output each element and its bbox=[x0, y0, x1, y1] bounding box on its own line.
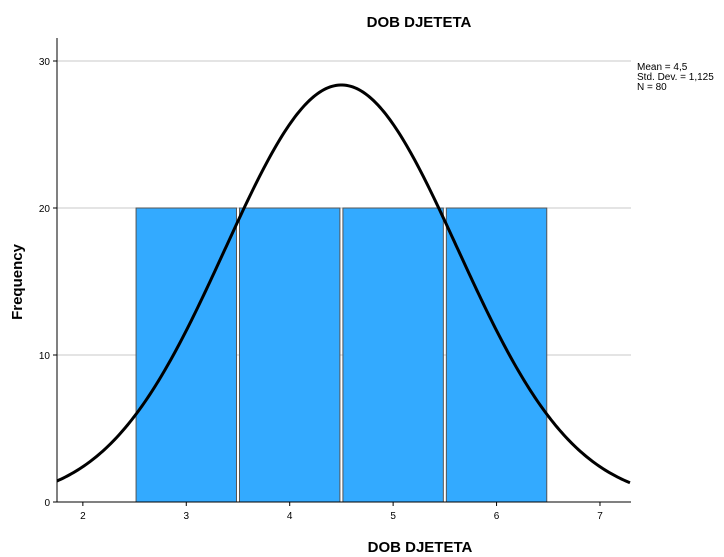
stats-line-0: Mean = 4,5 bbox=[637, 62, 688, 73]
x-tick-label-4: 6 bbox=[494, 511, 500, 522]
x-tick-label-0: 2 bbox=[80, 511, 86, 522]
x-tick-label-1: 3 bbox=[183, 511, 189, 522]
y-tick-label-1: 10 bbox=[39, 351, 51, 362]
bar-5 bbox=[342, 207, 444, 503]
bar-6 bbox=[445, 207, 548, 503]
y-axis-ticks: 0 10 20 30 bbox=[39, 57, 57, 509]
bars bbox=[135, 207, 548, 503]
x-axis-ticks: 2 3 4 5 6 7 bbox=[80, 502, 603, 522]
bar-3 bbox=[135, 207, 237, 503]
bar-4 bbox=[238, 207, 341, 503]
x-tick-label-2: 4 bbox=[287, 511, 293, 522]
axes bbox=[56, 38, 631, 503]
x-tick-label-3: 5 bbox=[390, 511, 396, 522]
stats-line-1: Std. Dev. = 1,125 bbox=[637, 72, 714, 83]
chart-title: DOB DJETETA bbox=[367, 14, 472, 31]
y-axis-title: Frequency bbox=[9, 243, 26, 320]
x-axis-title: DOB DJETETA bbox=[368, 539, 473, 556]
y-tick-label-2: 20 bbox=[39, 204, 51, 215]
x-tick-label-5: 7 bbox=[597, 511, 603, 522]
y-tick-label-0: 0 bbox=[44, 498, 50, 509]
normal-curve bbox=[56, 83, 631, 485]
stats-line-2: N = 80 bbox=[637, 82, 667, 93]
y-tick-label-3: 30 bbox=[39, 57, 51, 68]
